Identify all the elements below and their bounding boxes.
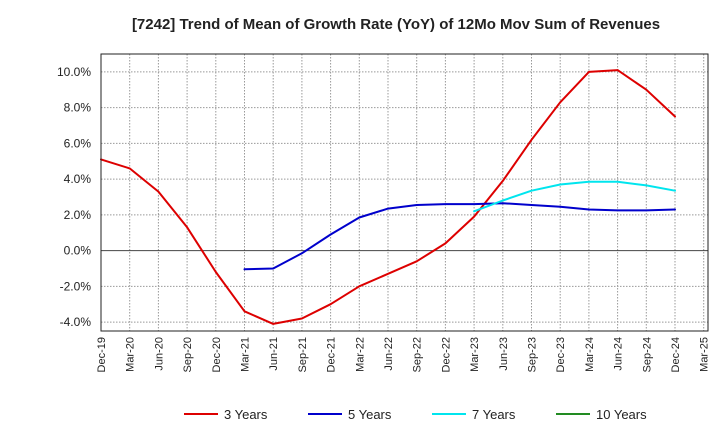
series-layer — [100, 69, 676, 325]
x-axis-ticks: Dec-19 Mar-20 Jun-20 Sep-20 Dec-20 Mar-21 Jun-… — [96, 337, 711, 372]
y-axis-ticks: 10.0% 8.0% 6.0% 4.0% 2.0% 0.0% -2.0% -4.0% — [57, 65, 91, 329]
x-tick-label: Jun-21 — [268, 337, 280, 371]
legend: 3 Years 5 Years 7 Years 10 Years — [184, 407, 647, 422]
y-tick-label: 8.0% — [64, 101, 92, 115]
legend-label: 10 Years — [596, 407, 647, 422]
x-tick-label: Mar-25 — [699, 337, 711, 372]
legend-label: 3 Years — [224, 407, 268, 422]
x-tick-label: Sep-23 — [527, 337, 539, 372]
x-tick-label: Dec-20 — [211, 337, 223, 372]
x-tick-label: Jun-22 — [383, 337, 395, 371]
x-tick-label: Sep-22 — [412, 337, 424, 372]
chart-title: [7242] Trend of Mean of Growth Rate (YoY… — [132, 16, 660, 33]
x-tick-label: Jun-23 — [498, 337, 510, 371]
legend-label: 5 Years — [348, 407, 392, 422]
series-line-3-years — [100, 69, 676, 325]
x-tick-label: Dec-21 — [326, 337, 338, 372]
y-tick-label: 4.0% — [64, 172, 92, 186]
y-tick-label: 0.0% — [64, 244, 92, 258]
plot-frame — [100, 53, 709, 332]
x-tick-label: Dec-24 — [670, 337, 682, 372]
x-tick-label: Sep-24 — [641, 337, 653, 372]
x-tick-label: Mar-22 — [354, 337, 366, 372]
plot-area — [101, 54, 708, 331]
y-tick-label: 2.0% — [64, 208, 92, 222]
legend-label: 7 Years — [472, 407, 516, 422]
x-tick-label: Jun-24 — [613, 337, 625, 371]
y-tick-label: 6.0% — [64, 136, 92, 150]
y-tick-label: 10.0% — [57, 65, 91, 79]
y-tick-label: -4.0% — [60, 315, 92, 329]
x-tick-label: Mar-23 — [469, 337, 481, 372]
x-tick-label: Dec-22 — [440, 337, 452, 372]
x-tick-label: Sep-20 — [182, 337, 194, 372]
series-line-7-years — [473, 180, 676, 213]
x-tick-label: Jun-20 — [153, 337, 165, 371]
x-tick-label: Dec-19 — [96, 337, 108, 372]
y-tick-label: -2.0% — [60, 279, 92, 293]
x-tick-label: Mar-20 — [125, 337, 137, 372]
x-tick-label: Dec-23 — [555, 337, 567, 372]
series-line-5-years — [243, 202, 676, 271]
grid — [101, 54, 708, 331]
x-tick-label: Mar-24 — [584, 337, 596, 372]
x-tick-label: Sep-21 — [297, 337, 309, 372]
x-tick-label: Mar-21 — [240, 337, 252, 372]
